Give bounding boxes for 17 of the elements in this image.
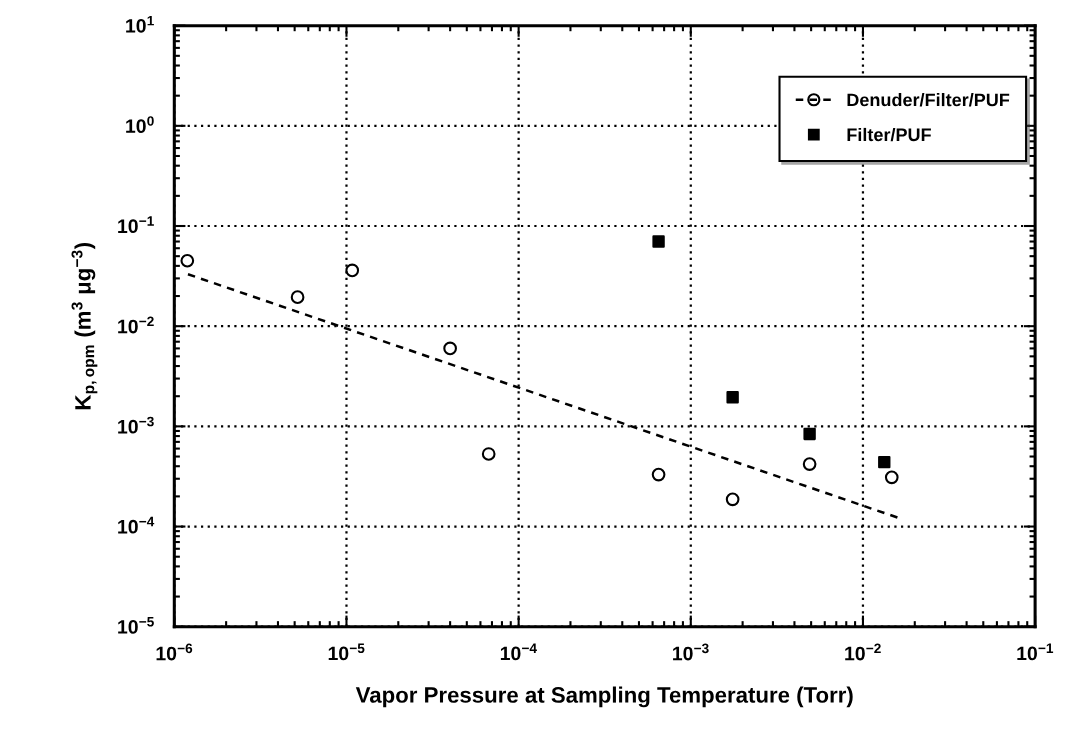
y-tick-label: 10$^{1}$ [126, 15, 154, 33]
y-axis-title: K$_{p,opm}$ (m$^{3}$ μg$^{−3}$) [71, 242, 98, 410]
x-tick-label: 10$^{−2}$ [845, 643, 881, 661]
x-axis-title: Vapor Pressure at Sampling Temperature (Torr) [355, 686, 853, 708]
y-tick-label: 10$^{−2}$ [118, 316, 154, 334]
y-tick-label: 10$^{−3}$ [118, 416, 154, 434]
y-tick-label: 10$^{−4}$ [118, 516, 155, 534]
x-tick-label: 10$^{−3}$ [673, 643, 709, 661]
x-tick-label: 10$^{−4}$ [500, 643, 537, 661]
x-tick-label: 10$^{−5}$ [328, 643, 365, 661]
y-tick-label: 10$^{0}$ [126, 116, 154, 134]
legend-label: Filter/PUF [847, 127, 931, 142]
x-tick-label: 10$^{−1}$ [1017, 643, 1054, 661]
y-tick-label: 10$^{−1}$ [118, 216, 154, 234]
y-tick-label: 10$^{−5}$ [118, 617, 154, 634]
x-tick-label: 10$^{−6}$ [156, 643, 193, 661]
legend-label: Denuder/Filter/PUF [847, 93, 1010, 107]
